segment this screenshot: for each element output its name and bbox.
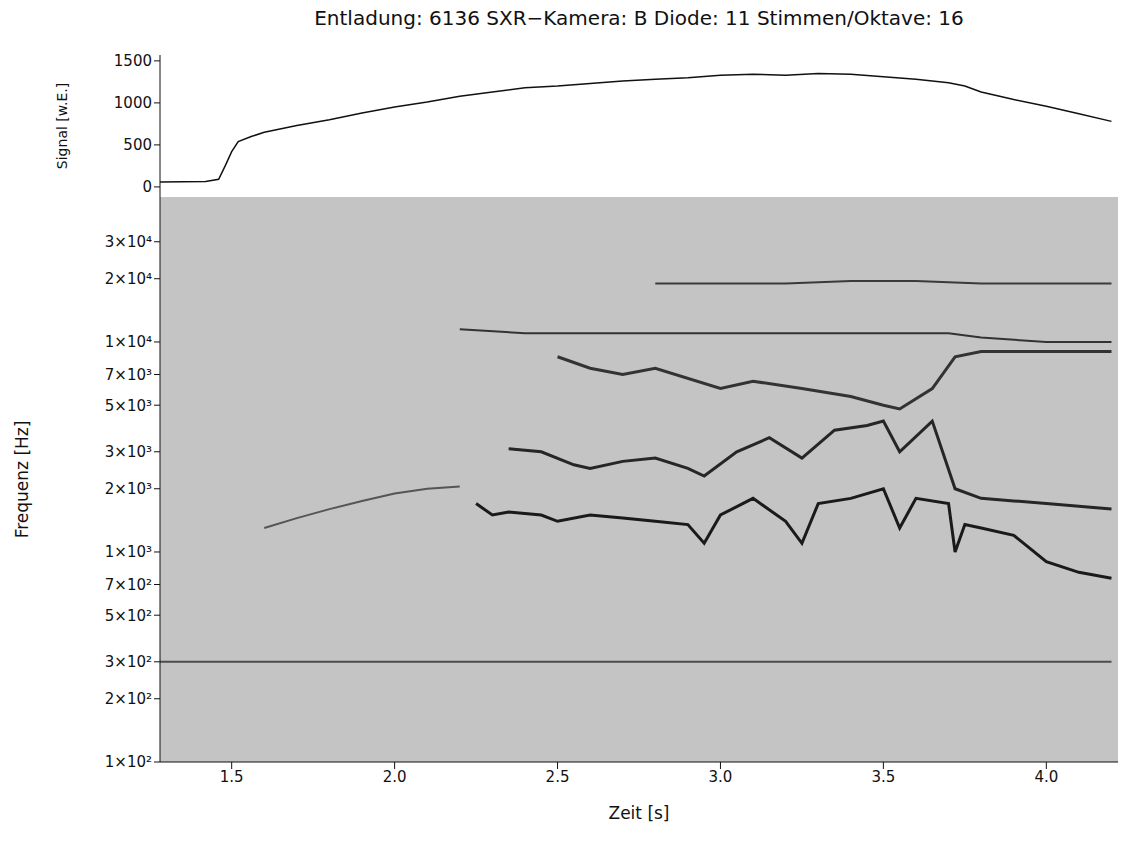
svg-text:1500: 1500 — [114, 52, 152, 70]
svg-text:7×10³: 7×10³ — [105, 366, 152, 384]
svg-text:1000: 1000 — [114, 94, 152, 112]
svg-text:0: 0 — [142, 178, 152, 196]
svg-text:3.5: 3.5 — [871, 768, 895, 786]
svg-text:5×10²: 5×10² — [105, 607, 152, 625]
svg-text:Zeit [s]: Zeit [s] — [608, 803, 669, 823]
svg-text:Signal [w.E.]: Signal [w.E.] — [54, 83, 70, 169]
svg-text:3.0: 3.0 — [709, 768, 733, 786]
svg-text:Frequenz [Hz]: Frequenz [Hz] — [12, 421, 32, 539]
svg-text:1×10³: 1×10³ — [105, 543, 152, 561]
svg-text:2×10³: 2×10³ — [105, 480, 152, 498]
svg-text:1×10²: 1×10² — [105, 753, 152, 771]
svg-text:2.0: 2.0 — [383, 768, 407, 786]
svg-text:1×10⁴: 1×10⁴ — [105, 333, 152, 351]
html-text:Entladung: 6136 SXR−Kamera: B: Entladung: 6136 SXR−Kamera: B Diode: 11 … — [314, 6, 964, 30]
svg-text:3×10⁴: 3×10⁴ — [105, 233, 152, 251]
svg-text:5×10³: 5×10³ — [105, 397, 152, 415]
svg-text:500: 500 — [123, 136, 152, 154]
svg-text:2×10²: 2×10² — [105, 690, 152, 708]
svg-text:3×10²: 3×10² — [105, 653, 152, 671]
svg-text:7×10²: 7×10² — [105, 576, 152, 594]
svg-text:1.5: 1.5 — [220, 768, 244, 786]
svg-text:2.5: 2.5 — [546, 768, 570, 786]
svg-text:2×10⁴: 2×10⁴ — [105, 270, 152, 288]
svg-text:4.0: 4.0 — [1034, 768, 1058, 786]
svg-text:3×10³: 3×10³ — [105, 443, 152, 461]
